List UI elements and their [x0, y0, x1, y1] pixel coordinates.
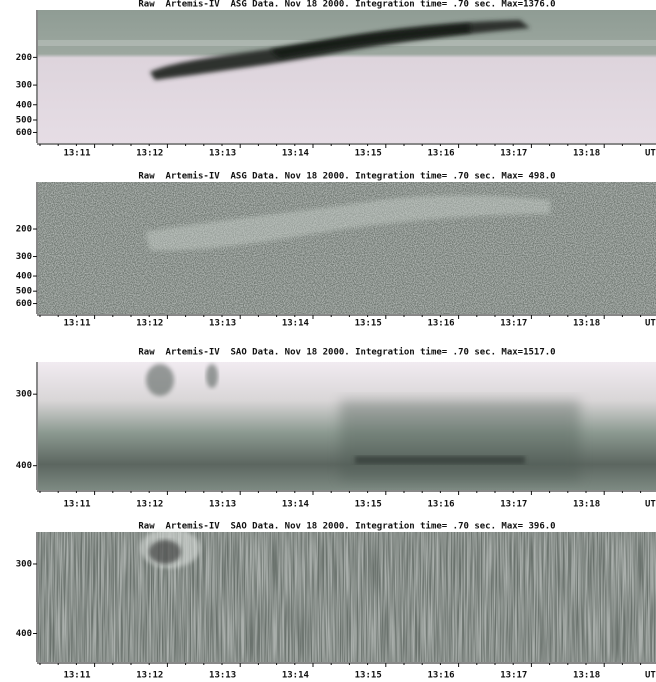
x-tick-label: 13:16: [427, 319, 454, 329]
x-tick-label: 13:11: [63, 149, 90, 159]
x-axis-label: UT: [645, 500, 656, 510]
x-tick-label: 13:15: [355, 319, 382, 329]
x-axis-label: UT: [645, 319, 656, 329]
x-tick-label: 13:16: [427, 500, 454, 510]
x-tick-label: 13:17: [500, 500, 527, 510]
y-tick-label: 300: [16, 252, 32, 262]
x-tick-label: 13:12: [136, 319, 163, 329]
x-tick-label: 13:12: [136, 671, 163, 681]
x-tick-label: 13:16: [427, 671, 454, 681]
x-tick-label: 13:15: [355, 149, 382, 159]
x-tick-label: 13:12: [136, 149, 163, 159]
x-axis-label: UT: [645, 671, 656, 681]
y-tick-label: 400: [16, 272, 32, 282]
panel-title: Raw Artemis-IV SAO Data. Nov 18 2000. In…: [138, 347, 555, 358]
x-tick-label: 13:14: [282, 319, 310, 329]
figure: Raw Artemis-IV ASG Data. Nov 18 2000. In…: [0, 0, 656, 682]
x-tick-label: 13:17: [500, 149, 527, 159]
x-tick-label: 13:17: [500, 319, 527, 329]
spectrogram-image: [38, 10, 656, 662]
panel-title: Raw Artemis-IV SAO Data. Nov 18 2000. In…: [138, 521, 555, 532]
y-tick-label: 200: [16, 225, 32, 235]
y-tick-label: 600: [16, 299, 32, 309]
y-tick-label: 600: [16, 128, 32, 138]
x-tick-label: 13:18: [573, 500, 600, 510]
x-tick-label: 13:18: [573, 671, 600, 681]
x-tick-label: 13:13: [209, 500, 236, 510]
y-tick-label: 200: [16, 53, 32, 63]
x-tick-label: 13:13: [209, 149, 236, 159]
x-tick-label: 13:16: [427, 149, 454, 159]
y-tick-label: 300: [16, 559, 32, 569]
y-tick-label: 400: [16, 461, 32, 471]
x-tick-label: 13:15: [355, 500, 382, 510]
panel-title: Raw Artemis-IV ASG Data. Nov 18 2000. In…: [138, 0, 555, 10]
y-tick-label: 400: [16, 100, 32, 110]
x-tick-label: 13:18: [573, 319, 600, 329]
x-tick-label: 13:14: [282, 149, 310, 159]
y-tick-label: 300: [16, 81, 32, 91]
x-axis-label: UT: [645, 149, 656, 159]
x-tick-label: 13:12: [136, 500, 163, 510]
y-tick-label: 500: [16, 116, 32, 126]
x-tick-label: 13:17: [500, 671, 527, 681]
x-tick-label: 13:14: [282, 671, 310, 681]
x-tick-label: 13:14: [282, 500, 310, 510]
y-tick-label: 400: [16, 629, 32, 639]
x-tick-label: 13:15: [355, 671, 382, 681]
x-tick-label: 13:11: [63, 671, 90, 681]
x-tick-label: 13:18: [573, 149, 600, 159]
panel-title: Raw Artemis-IV ASG Data. Nov 18 2000. In…: [138, 171, 555, 182]
y-tick-label: 500: [16, 287, 32, 297]
x-tick-label: 13:13: [209, 319, 236, 329]
x-tick-label: 13:13: [209, 671, 236, 681]
y-tick-label: 300: [16, 390, 32, 400]
x-tick-label: 13:11: [63, 319, 90, 329]
x-tick-label: 13:11: [63, 500, 90, 510]
